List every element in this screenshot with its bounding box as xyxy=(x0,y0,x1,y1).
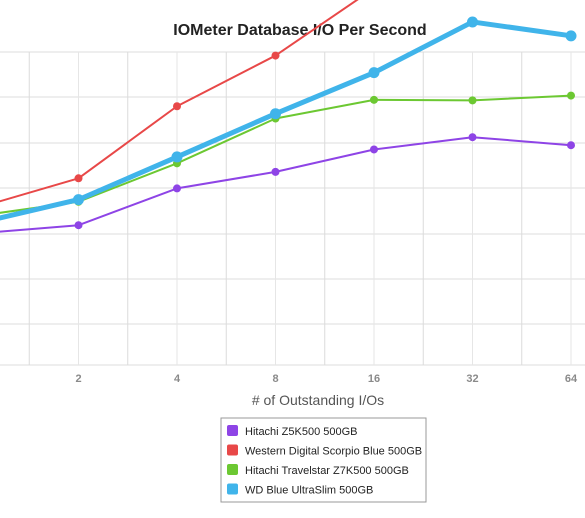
legend-label: Hitachi Z5K500 500GB xyxy=(245,426,358,438)
data-point xyxy=(74,174,83,183)
grid-lines xyxy=(0,51,585,366)
legend-label: Western Digital Scorpio Blue 500GB xyxy=(245,446,422,458)
series-1 xyxy=(0,133,575,233)
data-point xyxy=(271,167,280,176)
x-tick-label: 4 xyxy=(174,373,181,385)
series-lines xyxy=(0,0,577,233)
data-point xyxy=(270,108,281,120)
data-point xyxy=(565,30,577,42)
data-point xyxy=(370,95,378,104)
legend-swatch xyxy=(227,483,238,495)
data-point xyxy=(173,102,181,111)
x-tick-label: 32 xyxy=(466,373,478,385)
chart-title: IOMeter Database I/O Per Second xyxy=(173,22,426,39)
series-2 xyxy=(0,0,359,203)
series-line xyxy=(0,136,572,233)
legend-swatch xyxy=(227,444,238,456)
data-point xyxy=(467,16,478,28)
x-tick-label: 16 xyxy=(368,373,380,385)
x-tick-label: 64 xyxy=(565,373,578,385)
data-point xyxy=(73,194,84,206)
x-axis-label: # of Outstanding I/Os xyxy=(252,392,384,408)
legend-label: Hitachi Travelstar Z7K500 500GB xyxy=(245,465,409,477)
data-point xyxy=(370,145,378,154)
data-point xyxy=(368,67,380,79)
x-axis-ticks: 1248163264 xyxy=(75,373,578,385)
legend-swatch xyxy=(227,425,238,436)
data-point xyxy=(173,184,181,193)
legend-box xyxy=(220,417,427,503)
series-4 xyxy=(0,16,577,221)
data-point xyxy=(271,51,280,60)
x-tick-label: 8 xyxy=(272,373,278,385)
data-point xyxy=(171,151,183,163)
data-point xyxy=(468,96,477,105)
legend: Hitachi Z5K500 500GB Western Digital Scor… xyxy=(220,417,427,503)
x-tick-label: 2 xyxy=(75,373,81,385)
data-point xyxy=(567,91,575,100)
legend-label: WD Blue UltraSlim 500GB xyxy=(245,485,373,497)
legend-swatch xyxy=(227,464,238,475)
data-point xyxy=(567,141,575,150)
data-point xyxy=(74,221,83,230)
data-point xyxy=(468,133,477,142)
